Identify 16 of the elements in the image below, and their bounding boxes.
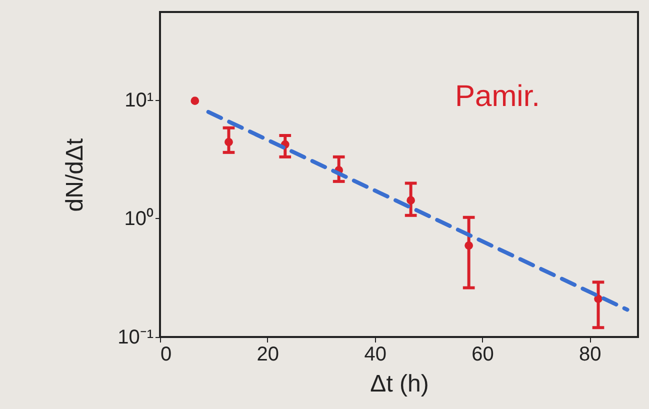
x-tick-label: 60 — [472, 344, 494, 366]
x-tick-label: 80 — [579, 344, 602, 366]
x-tick-label: 0 — [160, 344, 172, 366]
annotation: Pamir. — [455, 80, 540, 113]
point — [190, 96, 200, 106]
point — [464, 241, 474, 250]
point — [406, 196, 415, 205]
y-tick-label: 10¹ — [124, 89, 154, 112]
y-tick-label: 10⁻¹ — [118, 326, 154, 348]
x-tick-label: 20 — [256, 344, 280, 366]
x-axis-title: Δt (h) — [370, 370, 429, 398]
point — [594, 294, 602, 303]
y-tick-label: 10⁰ — [124, 206, 154, 230]
point — [224, 138, 233, 146]
x-tick-label: 40 — [364, 344, 386, 366]
y-axis-title: dN/dΔt — [62, 138, 89, 212]
